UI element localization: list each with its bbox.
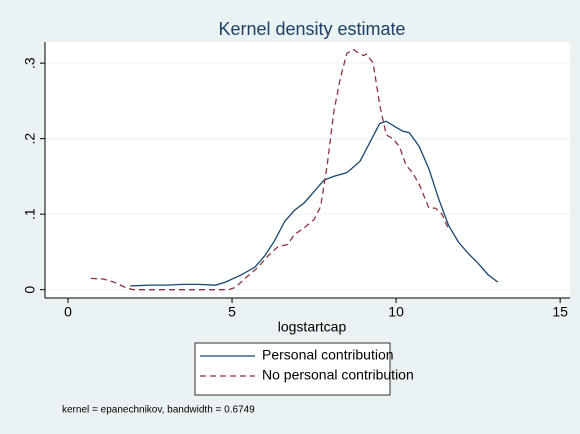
series-line	[130, 120, 499, 287]
note: kernel = epanechnikov, bandwidth = 0.674…	[62, 405, 255, 416]
y-tick-label: .2	[22, 133, 38, 145]
chart-title: Kernel density estimate	[218, 19, 405, 39]
x-tick-label: 15	[552, 304, 568, 320]
legend-label: No personal contribution	[262, 367, 414, 383]
y-tick-label: .1	[22, 208, 38, 220]
series-line	[90, 48, 450, 291]
plot-area	[45, 42, 570, 298]
x-tick-label: 10	[388, 304, 404, 320]
legend	[194, 342, 391, 396]
x-axis-label: logstartcap	[278, 319, 347, 335]
x-tick-label: 5	[228, 304, 236, 320]
legend-label: Personal contribution	[262, 347, 394, 363]
y-tick-label: 0	[22, 286, 38, 294]
x-tick-label: 0	[64, 304, 72, 320]
y-tick-label: .3	[22, 57, 38, 69]
